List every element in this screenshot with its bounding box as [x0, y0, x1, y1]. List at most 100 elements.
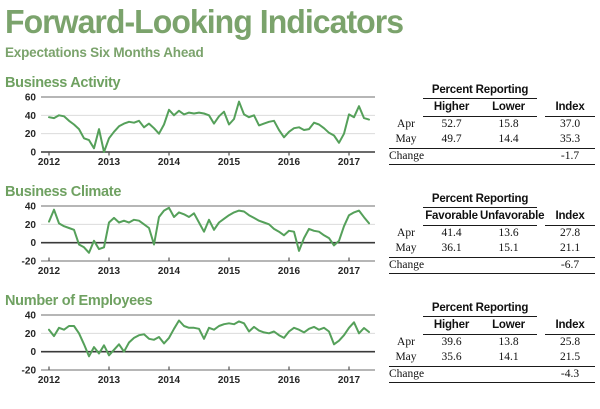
- svg-text:2012: 2012: [38, 157, 61, 168]
- svg-text:2014: 2014: [158, 266, 181, 277]
- gridlines: [41, 204, 375, 262]
- spacer-cell: [537, 99, 545, 117]
- svg-text:2016: 2016: [278, 266, 301, 277]
- value-cell: 25.8: [559, 335, 581, 348]
- x-tick-labels: 2012 2013 2014 2015 2016 2017: [38, 157, 361, 168]
- spacer-cell: [423, 147, 480, 166]
- row-label-apr: Apr: [397, 335, 415, 348]
- svg-text:2013: 2013: [98, 375, 121, 386]
- value-cell: 49.7: [441, 133, 462, 146]
- svg-text:2016: 2016: [278, 157, 301, 168]
- spacer-cell: [545, 301, 595, 317]
- value-cell: 27.8: [559, 226, 581, 239]
- value-cell: 52.7: [441, 117, 462, 130]
- business-climate-chart-column: Business Climate 2012 2013 2014 2015 2016 201…: [5, 184, 383, 281]
- value-cell: 39.6: [441, 335, 462, 348]
- svg-text:0: 0: [30, 147, 36, 158]
- business-climate-table: Percent Reporting Favorable Unfavorable …: [389, 191, 596, 275]
- svg-text:2015: 2015: [218, 266, 241, 277]
- change-label: Change: [389, 147, 424, 166]
- column-header-higher: Higher: [423, 98, 480, 117]
- table-row: Apr 41.4 13.6 27.8: [389, 225, 595, 241]
- svg-text:20: 20: [25, 129, 37, 140]
- column-header-favorable: Favorable: [423, 207, 480, 226]
- percent-reporting-header: Percent Reporting: [423, 191, 538, 209]
- spacer-cell: [537, 147, 546, 166]
- percent-reporting-header: Percent Reporting: [423, 82, 538, 100]
- change-row: Change -4.3: [389, 365, 596, 384]
- spacer-cell: [537, 241, 545, 257]
- table-row: May 36.1 15.1 21.1: [389, 241, 595, 257]
- spacer-cell: [389, 99, 423, 117]
- row-label-apr: Apr: [397, 226, 415, 239]
- table-row: May 35.6 14.1 21.5: [389, 350, 595, 366]
- number-of-employees-table-column: Percent Reporting Higher Lower Index Apr…: [383, 293, 596, 384]
- spacer-cell: [389, 83, 423, 99]
- change-row: Change -1.7: [389, 147, 596, 166]
- row-label-may: May: [395, 133, 417, 146]
- spacer-cell: [480, 256, 538, 275]
- change-label: Change: [389, 365, 424, 384]
- x-tick-labels: 2012 2013 2014 2015 2016 2017: [38, 266, 361, 277]
- section-business-activity: Business Activity 2012 2013 2014 2015 2016 20…: [5, 74, 596, 172]
- business-activity-table-column: Percent Reporting Higher Lower Index Apr…: [383, 75, 596, 166]
- table-row: Higher Lower Index: [389, 316, 596, 335]
- column-header-lower: Lower: [480, 316, 538, 335]
- page-subtitle: Expectations Six Months Ahead: [5, 44, 204, 60]
- value-cell: 14.4: [498, 133, 519, 146]
- svg-text:2013: 2013: [98, 157, 121, 168]
- business-climate-table-column: Percent Reporting Favorable Unfavorable …: [383, 184, 596, 275]
- change-value: -4.3: [545, 365, 596, 384]
- spacer-cell: [537, 365, 546, 384]
- svg-text:-20: -20: [22, 365, 37, 376]
- spacer-cell: [537, 116, 545, 132]
- section-number-of-employees: Number of Employees 2012 2013 2014 2015 2016…: [5, 293, 596, 390]
- chart-heading-business-climate: Business Climate: [5, 183, 122, 200]
- svg-text:2017: 2017: [338, 157, 361, 168]
- report-header: Forward-Looking Indicators Expectations …: [5, 4, 595, 60]
- spacer-cell: [480, 365, 538, 384]
- svg-text:-20: -20: [22, 256, 37, 267]
- x-ticks: [48, 257, 350, 261]
- table-row: May 49.7 14.4 35.3: [389, 132, 595, 148]
- change-value: -6.7: [545, 256, 596, 275]
- spacer-cell: [423, 256, 480, 275]
- spacer-cell: [389, 301, 423, 317]
- spacer-cell: [537, 301, 545, 317]
- number-of-employees-chart-column: Number of Employees 2012 2013 2014 2015 2016…: [5, 293, 383, 390]
- value-cell: 35.6: [441, 351, 462, 364]
- column-header-higher: Higher: [423, 316, 480, 335]
- y-tick-labels: 40 20 0 -20: [22, 310, 37, 376]
- report-page: Forward-Looking Indicators Expectations …: [5, 4, 596, 390]
- svg-text:2012: 2012: [38, 266, 61, 277]
- svg-text:40: 40: [25, 110, 37, 121]
- table-row: Percent Reporting: [389, 300, 595, 318]
- svg-text:0: 0: [30, 347, 36, 358]
- page-title: Forward-Looking Indicators: [5, 3, 404, 40]
- svg-text:2016: 2016: [278, 375, 301, 386]
- spacer-cell: [545, 192, 595, 208]
- column-header-lower: Lower: [480, 98, 538, 117]
- spacer-cell: [537, 225, 545, 241]
- svg-text:0: 0: [30, 238, 36, 249]
- y-tick-labels: 40 20 0 -20: [22, 201, 37, 267]
- svg-text:40: 40: [25, 310, 37, 321]
- value-cell: 13.6: [498, 226, 519, 239]
- spacer-cell: [389, 317, 423, 335]
- business-activity-table: Percent Reporting Higher Lower Index Apr…: [389, 82, 596, 166]
- svg-text:2017: 2017: [338, 266, 361, 277]
- value-cell: 13.8: [498, 335, 519, 348]
- x-tick-labels: 2012 2013 2014 2015 2016 2017: [38, 375, 361, 386]
- table-row: Apr 39.6 13.8 25.8: [389, 334, 595, 350]
- svg-text:20: 20: [25, 219, 37, 230]
- spacer-cell: [537, 334, 545, 350]
- svg-text:40: 40: [25, 201, 37, 212]
- chart-heading-business-activity: Business Activity: [5, 74, 121, 91]
- value-cell: 15.1: [498, 242, 519, 255]
- number-of-employees-chart: 2012 2013 2014 2015 2016 2017 40 20 0 -20: [22, 310, 375, 386]
- value-cell: 36.1: [441, 242, 462, 255]
- value-cell: 37.0: [559, 117, 581, 130]
- spacer-cell: [545, 83, 595, 99]
- spacer-cell: [389, 208, 423, 226]
- value-cell: 14.1: [498, 351, 519, 364]
